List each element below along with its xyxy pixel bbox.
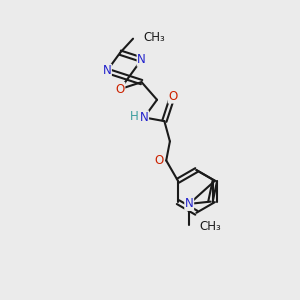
Text: CH₃: CH₃ xyxy=(143,31,165,44)
Text: O: O xyxy=(116,82,125,96)
Text: N: N xyxy=(140,111,148,124)
Text: CH₃: CH₃ xyxy=(200,220,221,233)
Text: N: N xyxy=(185,197,194,210)
Text: N: N xyxy=(103,64,111,77)
Text: O: O xyxy=(154,154,164,167)
Text: H: H xyxy=(130,110,138,123)
Text: O: O xyxy=(154,154,164,167)
Text: O: O xyxy=(168,90,178,103)
Text: N: N xyxy=(137,53,146,66)
